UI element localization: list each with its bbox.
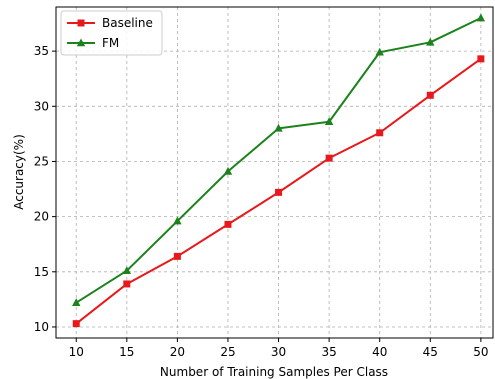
data-point-fm: [223, 166, 233, 175]
data-point-fm: [375, 47, 384, 56]
y-tick-label: 15: [34, 265, 49, 279]
data-point-fm: [122, 266, 132, 274]
legend-fm-marker: [76, 38, 86, 47]
y-axis-label: Accuracy(%): [12, 134, 26, 210]
data-point-fm: [476, 13, 486, 22]
series-fm: [72, 13, 486, 306]
legend: Baseline FM: [60, 10, 163, 56]
x-tick-label: 50: [473, 345, 488, 359]
x-tick-label: 40: [372, 345, 387, 359]
y-tick-label: 30: [34, 99, 49, 113]
x-tick-label: 35: [321, 345, 336, 359]
y-tick-label: 25: [34, 154, 49, 168]
data-point-fm: [173, 216, 182, 225]
x-tick-label: 30: [271, 345, 286, 359]
x-axis-label: Number of Training Samples Per Class: [160, 365, 388, 379]
y-axis: 10 15 20 25 30 35: [34, 44, 56, 334]
data-point-fm: [274, 123, 283, 132]
data-point-baseline: [224, 220, 232, 228]
data-point-fm: [426, 37, 435, 46]
y-tick-label: 20: [34, 210, 49, 224]
y-tick-label: 10: [34, 320, 49, 334]
x-tick-label: 15: [119, 345, 134, 359]
legend-fm-label: FM: [102, 36, 119, 50]
x-tick-label: 20: [170, 345, 185, 359]
data-point-fm: [324, 117, 334, 126]
x-tick-label: 25: [220, 345, 235, 359]
legend-baseline-marker: [77, 19, 85, 27]
data-point-baseline: [376, 129, 384, 137]
series-layer: [72, 13, 486, 328]
data-point-baseline: [325, 154, 333, 162]
data-point-fm: [72, 298, 81, 306]
data-point-baseline: [123, 280, 131, 288]
x-tick-label: 10: [69, 345, 84, 359]
grid-lines: [56, 7, 493, 338]
data-point-baseline: [173, 252, 181, 260]
legend-baseline-label: Baseline: [102, 16, 153, 30]
data-point-baseline: [72, 320, 80, 328]
y-tick-label: 35: [34, 44, 49, 58]
data-point-baseline: [426, 91, 434, 99]
data-point-baseline: [275, 188, 283, 196]
series-baseline: [72, 55, 485, 328]
plot-frame: [55, 6, 494, 339]
data-point-baseline: [477, 55, 485, 63]
x-tick-label: 45: [423, 345, 438, 359]
x-axis: 10 15 20 25 30 35 40 45 50: [69, 338, 489, 359]
